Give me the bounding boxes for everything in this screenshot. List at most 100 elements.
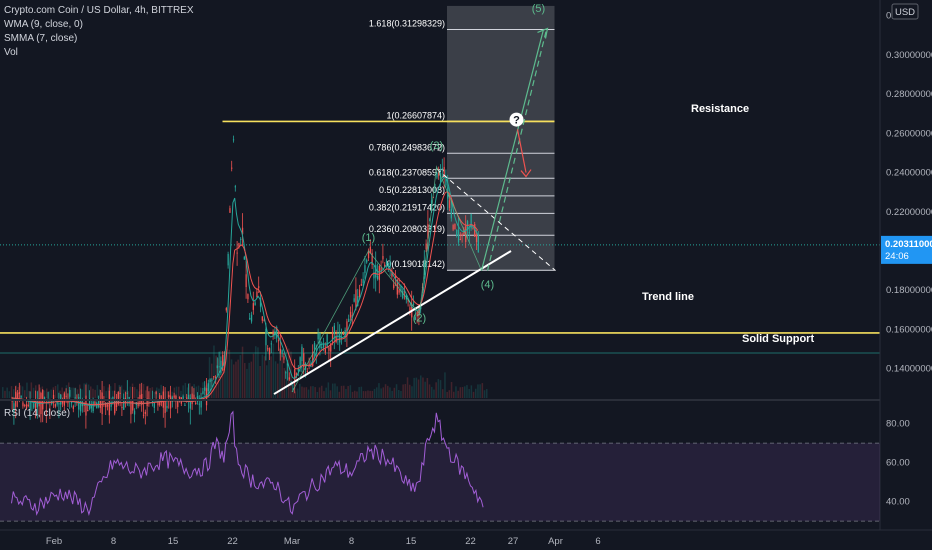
candle-body: [450, 208, 452, 219]
candle-body: [313, 343, 316, 350]
volume-bar: [367, 390, 369, 398]
volume-bar: [477, 384, 479, 398]
candle-body: [72, 406, 74, 409]
volume-bar: [380, 388, 382, 398]
volume-bar: [255, 346, 257, 398]
volume-bar: [83, 383, 85, 398]
fib-level-label: 0(0.19018142): [386, 259, 445, 269]
candle-body: [29, 400, 31, 410]
fib-level-label: 0.5(0.22813008): [379, 185, 445, 195]
symbol-title: Crypto.com Coin / US Dollar, 4h, BITTREX: [4, 5, 194, 16]
volume-bar: [442, 389, 444, 398]
volume-bar: [450, 382, 453, 398]
candle-body: [79, 398, 82, 412]
candle-body: [265, 329, 267, 346]
candle-body: [434, 191, 436, 193]
volume-bar: [398, 389, 400, 398]
candle-body: [322, 343, 325, 348]
wave-label: (5): [532, 3, 545, 15]
currency-badge-box[interactable]: [891, 3, 919, 20]
drawings: (1) (2) (3) (4) (5)?: [273, 3, 556, 395]
volume-bar: [235, 361, 237, 398]
candle-body: [369, 246, 371, 254]
bar-countdown: 24:06: [885, 251, 909, 262]
volume-bar: [134, 387, 136, 398]
candle-body: [441, 168, 443, 170]
candle-body: [448, 200, 451, 208]
volume-bar: [371, 390, 374, 398]
candle-body: [276, 327, 278, 339]
volume-bar: [222, 363, 224, 398]
fib-level-label: 0.618(0.23708597): [369, 167, 445, 177]
volume-bar: [43, 390, 46, 398]
candle-body: [427, 224, 429, 239]
volume-bar: [92, 388, 94, 398]
candle-body: [454, 223, 456, 230]
candle-body: [474, 224, 476, 237]
fib-level-label: 1(0.26607874): [386, 110, 445, 120]
candle-body: [83, 404, 85, 406]
volume-bar: [8, 391, 11, 398]
volume-bar: [118, 384, 121, 398]
rsi-band: [0, 443, 880, 522]
candle-body: [247, 294, 249, 300]
candle-body: [418, 306, 420, 316]
volume-bar: [459, 387, 462, 398]
candle-body: [258, 286, 260, 288]
candle-body: [148, 398, 150, 400]
candle-body: [227, 253, 229, 266]
candle-body: [69, 389, 71, 397]
candle-body: [90, 403, 92, 409]
volume-bar: [362, 391, 365, 398]
time-axis[interactable]: Feb 8 15 22 Mar 8 15 22 27 Apr 6: [46, 536, 601, 547]
candle-body: [213, 376, 215, 378]
volume-bar: [114, 383, 116, 398]
candle-body: [110, 402, 112, 407]
candle-body: [277, 340, 280, 342]
volume-bar: [307, 389, 310, 398]
candle-body: [268, 348, 271, 355]
candle-body: [364, 265, 366, 274]
volume-bar: [431, 386, 433, 398]
candle-body: [416, 311, 418, 317]
volume-bar: [358, 387, 360, 398]
candle-body: [477, 235, 479, 253]
wave-label: (1): [362, 232, 375, 244]
currency-badge[interactable]: USD: [895, 7, 915, 18]
legend-wma: WMA (9, close, 0): [4, 19, 83, 30]
volume-bar: [61, 387, 63, 398]
candle-body: [355, 289, 357, 308]
volume-bar: [200, 387, 202, 398]
volume-bar: [46, 388, 48, 398]
candle-body: [189, 397, 191, 409]
candle-body: [335, 336, 337, 343]
candle-body: [387, 262, 389, 267]
volume-bar: [338, 391, 341, 398]
candle-body: [382, 256, 384, 260]
wave-zigzag: [291, 165, 482, 393]
candle-body: [49, 409, 51, 411]
candle-body: [191, 393, 193, 405]
time-tick-label: 8: [111, 536, 116, 547]
time-tick-label: 6: [595, 536, 600, 547]
candle-body: [153, 402, 155, 408]
last-price-value: 0.20311000: [885, 239, 932, 250]
volume-bar: [160, 384, 162, 398]
candle-body: [243, 256, 245, 260]
candle-body: [274, 331, 276, 336]
candle-body: [321, 346, 323, 349]
candle-body: [88, 398, 91, 410]
candle-body: [283, 356, 285, 360]
candle-body: [430, 200, 433, 212]
candle-body: [137, 402, 139, 407]
volume-bar: [310, 386, 312, 398]
volume-bar: [360, 386, 363, 398]
candle-body: [209, 379, 211, 383]
volume-bar: [54, 385, 57, 398]
candle-body: [252, 303, 254, 310]
volume-bar: [409, 384, 411, 398]
candle-body: [195, 402, 197, 405]
volume-bar: [296, 388, 299, 398]
candle-body: [249, 317, 251, 320]
